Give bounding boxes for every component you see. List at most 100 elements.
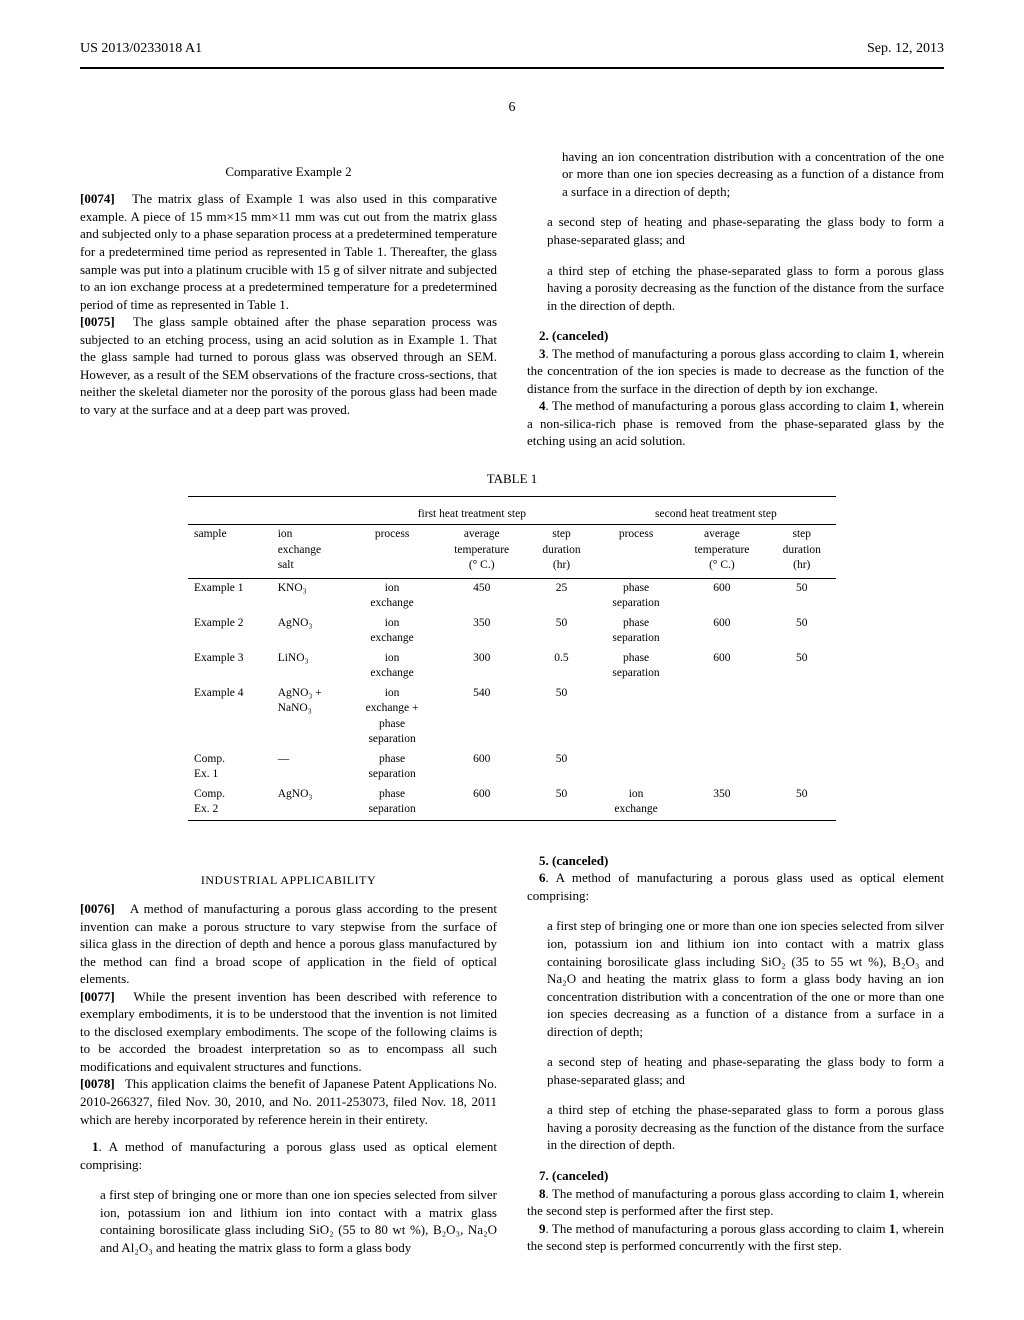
publication-date: Sep. 12, 2013 <box>867 40 944 59</box>
cell-sample: Comp.Ex. 1 <box>188 750 272 785</box>
cell-p1: ionexchange +phaseseparation <box>348 684 436 750</box>
cell-sample: Comp.Ex. 2 <box>188 785 272 821</box>
col-salt: ionexchangesalt <box>272 525 348 579</box>
cell-p1: ionexchange <box>348 649 436 684</box>
cell-sample: Example 1 <box>188 578 272 614</box>
col-temp1: averagetemperature(° C.) <box>436 525 527 579</box>
cell-p2 <box>596 750 677 785</box>
table-row: Example 3LiNO₃ionexchange3000.5phasesepa… <box>188 649 836 684</box>
industrial-applicability-heading: INDUSTRIAL APPLICABILITY <box>80 872 497 888</box>
column-left: Comparative Example 2 [0074] The matrix … <box>80 148 497 450</box>
table-caption: TABLE 1 <box>80 470 944 488</box>
col-dur2: stepduration(hr) <box>767 525 836 579</box>
para-text: This application claims the benefit of J… <box>80 1076 497 1126</box>
para-text: The glass sample obtained after the phas… <box>80 314 497 417</box>
claim4-text: The method of manufacturing a porous gla… <box>527 398 944 448</box>
cell-sample: Example 4 <box>188 684 272 750</box>
cell-t2: 600 <box>676 649 767 684</box>
claim-1-step-a: a first step of bringing one or more tha… <box>80 1186 497 1256</box>
claim1-lead-text: A method of manufacturing a porous glass… <box>80 1139 497 1172</box>
claim-7: 7. (canceled) <box>527 1167 944 1185</box>
claim-6-step-b: a second step of heating and phase-separ… <box>527 1053 944 1088</box>
claim-1-lead: 1. A method of manufacturing a porous gl… <box>80 1138 497 1173</box>
col-sample: sample <box>188 525 272 579</box>
claim-6-step-c: a third step of etching the phase-separa… <box>527 1101 944 1154</box>
publication-number: US 2013/0233018 A1 <box>80 40 202 59</box>
group-header-2: second heat treatment step <box>596 505 836 525</box>
upper-columns: Comparative Example 2 [0074] The matrix … <box>80 148 944 450</box>
cell-t1: 350 <box>436 614 527 649</box>
cell-d1: 50 <box>527 614 596 649</box>
table-row: Example 1KNO₃ionexchange45025phasesepara… <box>188 578 836 614</box>
claim5-text: 5. (canceled) <box>539 853 608 868</box>
table-column-headers: sample ionexchangesalt process averagete… <box>188 525 836 579</box>
claim-3: 3. The method of manufacturing a porous … <box>527 345 944 398</box>
claim8-text: The method of manufacturing a porous gla… <box>527 1186 944 1219</box>
cell-salt: AgNO₃ <box>272 614 348 649</box>
cell-salt: LiNO₃ <box>272 649 348 684</box>
claim6-lead-text: A method of manufacturing a porous glass… <box>527 870 944 903</box>
cell-t2 <box>676 684 767 750</box>
page-header: US 2013/0233018 A1 Sep. 12, 2013 <box>80 40 944 59</box>
cell-sample: Example 3 <box>188 649 272 684</box>
cell-p1: phaseseparation <box>348 785 436 821</box>
claim9-text: The method of manufacturing a porous gla… <box>527 1221 944 1254</box>
cell-t1: 600 <box>436 785 527 821</box>
cell-p2 <box>596 684 677 750</box>
lower-left: INDUSTRIAL APPLICABILITY [0076] A method… <box>80 852 497 1270</box>
cell-d2: 50 <box>767 614 836 649</box>
claim-5: 5. (canceled) <box>527 852 944 870</box>
table-row: Comp.Ex. 2AgNO₃phaseseparation60050ionex… <box>188 785 836 821</box>
para-num: [0076] <box>80 901 115 916</box>
cell-d2: 50 <box>767 649 836 684</box>
claim-2: 2. (canceled) <box>527 327 944 345</box>
table-row: Example 2AgNO₃ionexchange35050phasesepar… <box>188 614 836 649</box>
cell-d1: 50 <box>527 750 596 785</box>
claim-8: 8. The method of manufacturing a porous … <box>527 1185 944 1220</box>
lower-columns: INDUSTRIAL APPLICABILITY [0076] A method… <box>80 852 944 1270</box>
claim1-step-c: a third step of etching the phase-separa… <box>527 262 944 315</box>
cell-p1: phaseseparation <box>348 750 436 785</box>
cell-sample: Example 2 <box>188 614 272 649</box>
table-row: Example 4AgNO₃ +NaNO₃ionexchange +phases… <box>188 684 836 750</box>
cell-salt: KNO₃ <box>272 578 348 614</box>
cell-d1: 0.5 <box>527 649 596 684</box>
claim-6-step-a: a first step of bringing one or more tha… <box>527 917 944 1040</box>
cell-d2: 50 <box>767 785 836 821</box>
claim1-cont: having an ion concentration distribution… <box>527 148 944 201</box>
cell-t1: 600 <box>436 750 527 785</box>
cell-t1: 540 <box>436 684 527 750</box>
para-text: A method of manufacturing a porous glass… <box>80 901 497 986</box>
cell-salt: — <box>272 750 348 785</box>
data-table: first heat treatment step second heat tr… <box>188 496 836 827</box>
claim-4: 4. The method of manufacturing a porous … <box>527 397 944 450</box>
cell-d2 <box>767 684 836 750</box>
header-rule <box>80 67 944 69</box>
claim7-text: 7. (canceled) <box>539 1168 608 1183</box>
cell-t2: 600 <box>676 614 767 649</box>
para-text: The matrix glass of Example 1 was also u… <box>80 191 497 311</box>
claim1-step-b: a second step of heating and phase-separ… <box>527 213 944 248</box>
claim-6-lead: 6. A method of manufacturing a porous gl… <box>527 869 944 904</box>
cell-salt: AgNO₃ +NaNO₃ <box>272 684 348 750</box>
cell-p2: ionexchange <box>596 785 677 821</box>
paragraph-0074: [0074] The matrix glass of Example 1 was… <box>80 190 497 313</box>
cell-t2: 350 <box>676 785 767 821</box>
comparative-example-heading: Comparative Example 2 <box>80 163 497 181</box>
paragraph-0076: [0076] A method of manufacturing a porou… <box>80 900 497 988</box>
para-text: While the present invention has been des… <box>80 989 497 1074</box>
paragraph-0075: [0075] The glass sample obtained after t… <box>80 313 497 418</box>
table-group-headers: first heat treatment step second heat tr… <box>188 505 836 525</box>
col-dur1: stepduration(hr) <box>527 525 596 579</box>
para-num: [0075] <box>80 314 115 329</box>
cell-p1: ionexchange <box>348 614 436 649</box>
group-header-1: first heat treatment step <box>348 505 596 525</box>
claim3-text: The method of manufacturing a porous gla… <box>527 346 944 396</box>
cell-d2 <box>767 750 836 785</box>
table-row: Comp.Ex. 1—phaseseparation60050 <box>188 750 836 785</box>
cell-t1: 450 <box>436 578 527 614</box>
lower-right: 5. (canceled) 6. A method of manufacturi… <box>527 852 944 1270</box>
cell-t2: 600 <box>676 578 767 614</box>
para-num: [0078] <box>80 1076 115 1091</box>
col-process1: process <box>348 525 436 579</box>
